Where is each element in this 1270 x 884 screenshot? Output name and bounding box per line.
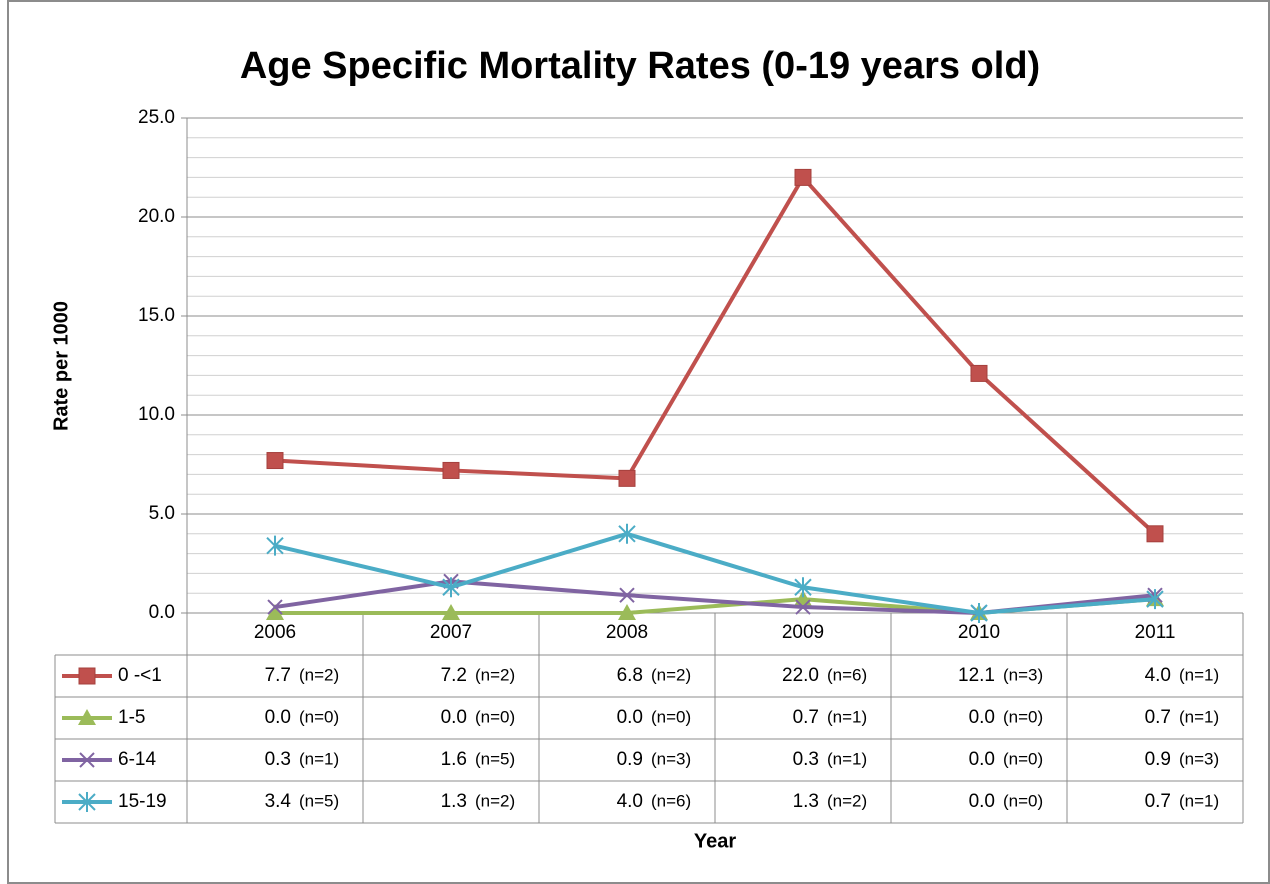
data-point (618, 604, 636, 620)
legend-label: 1-5 (118, 707, 145, 728)
n-label: (n=5) (475, 749, 515, 768)
data-label: 0.0 (441, 707, 467, 728)
data-label: 3.4 (265, 791, 292, 812)
data-point (1146, 525, 1164, 543)
y-tick-label: 25.0 (138, 107, 175, 128)
n-label: (n=3) (1179, 749, 1219, 768)
data-label: 0.7 (1145, 791, 1171, 812)
data-point (266, 535, 284, 556)
y-tick-label: 0.0 (149, 602, 175, 623)
data-point (442, 461, 460, 479)
legend-label: 15-19 (118, 791, 167, 812)
n-label: (n=0) (651, 707, 691, 726)
n-label: (n=0) (1003, 749, 1043, 768)
data-point (795, 599, 811, 615)
data-point (970, 603, 988, 623)
data-point (442, 577, 460, 598)
data-label: 4.0 (1145, 665, 1171, 686)
n-label: (n=0) (475, 707, 515, 726)
y-tick-label: 10.0 (138, 404, 175, 425)
data-label: 0.3 (265, 749, 291, 770)
data-label: 12.1 (958, 665, 995, 686)
data-point (970, 364, 988, 382)
data-label: 22.0 (782, 665, 819, 686)
legend-marker (79, 752, 95, 768)
data-point (794, 168, 812, 186)
n-label: (n=1) (827, 707, 867, 726)
y-tick-label: 20.0 (138, 206, 175, 227)
n-label: (n=1) (1179, 707, 1219, 726)
x-axis-title: Year (694, 830, 736, 852)
n-label: (n=2) (475, 791, 515, 810)
data-point (618, 523, 636, 544)
data-label: 6.8 (617, 665, 643, 686)
legend-marker (78, 667, 96, 685)
data-label: 7.2 (441, 665, 467, 686)
n-label: (n=6) (651, 791, 691, 810)
data-point (267, 599, 283, 615)
data-label: 0.0 (969, 749, 995, 770)
n-label: (n=2) (475, 665, 515, 684)
data-label: 7.7 (265, 665, 291, 686)
n-label: (n=0) (299, 707, 339, 726)
series-line (274, 531, 1156, 615)
legend-marker (78, 709, 96, 725)
n-label: (n=0) (1003, 707, 1043, 726)
chart-border (7, 0, 1270, 884)
data-label: 0.3 (793, 749, 819, 770)
data-point (618, 469, 636, 487)
n-label: (n=5) (299, 791, 339, 810)
data-point (794, 577, 812, 598)
n-label: (n=6) (827, 665, 867, 684)
data-label: 1.3 (793, 791, 819, 812)
n-label: (n=0) (1003, 791, 1043, 810)
n-label: (n=2) (651, 665, 691, 684)
data-label: 0.0 (969, 707, 995, 728)
x-tick-label: 2008 (606, 622, 648, 643)
series-line (274, 175, 1157, 536)
n-label: (n=2) (827, 791, 867, 810)
n-label: (n=3) (651, 749, 691, 768)
data-label: 0.9 (617, 749, 643, 770)
data-label: 0.0 (617, 707, 643, 728)
y-tick-label: 5.0 (149, 503, 175, 524)
legend-marker (78, 792, 96, 812)
legend-label: 6-14 (118, 749, 156, 770)
data-point (1146, 589, 1164, 610)
data-point (619, 587, 635, 603)
data-point (442, 604, 460, 620)
data-point (266, 604, 284, 620)
data-label: 1.6 (441, 749, 467, 770)
n-label: (n=3) (1003, 665, 1043, 684)
data-label: 0.0 (969, 791, 995, 812)
y-tick-label: 15.0 (138, 305, 175, 326)
data-label: 0.9 (1145, 749, 1171, 770)
n-label: (n=1) (1179, 791, 1219, 810)
x-tick-label: 2011 (1135, 622, 1176, 643)
data-point (266, 452, 284, 470)
n-label: (n=1) (827, 749, 867, 768)
y-axis-title: Rate per 1000 (50, 301, 72, 431)
chart-title: Age Specific Mortality Rates (0-19 years… (240, 45, 1040, 87)
data-label: 0.7 (1145, 707, 1171, 728)
n-label: (n=1) (1179, 665, 1219, 684)
data-label: 0.7 (793, 707, 819, 728)
legend-label: 0 -<1 (118, 665, 162, 686)
data-label: 0.0 (265, 707, 291, 728)
n-label: (n=2) (299, 665, 339, 684)
data-label: 1.3 (441, 791, 467, 812)
x-tick-label: 2007 (430, 622, 472, 643)
n-label: (n=1) (299, 749, 339, 768)
x-tick-label: 2006 (254, 622, 296, 643)
data-label: 4.0 (617, 791, 643, 812)
x-tick-label: 2009 (782, 622, 824, 643)
x-tick-label: 2010 (958, 622, 1000, 643)
